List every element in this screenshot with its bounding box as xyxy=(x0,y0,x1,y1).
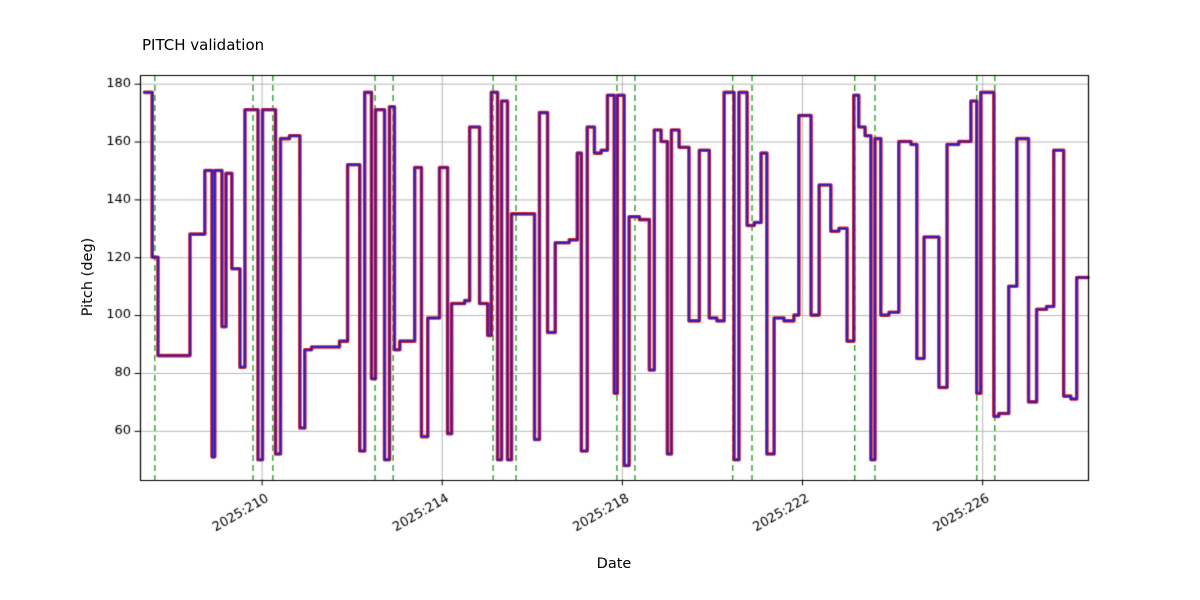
y-axis-label: Pitch (deg) xyxy=(80,237,96,317)
x-axis-label: Date xyxy=(596,556,632,572)
chart-title: PITCH validation xyxy=(142,36,265,54)
